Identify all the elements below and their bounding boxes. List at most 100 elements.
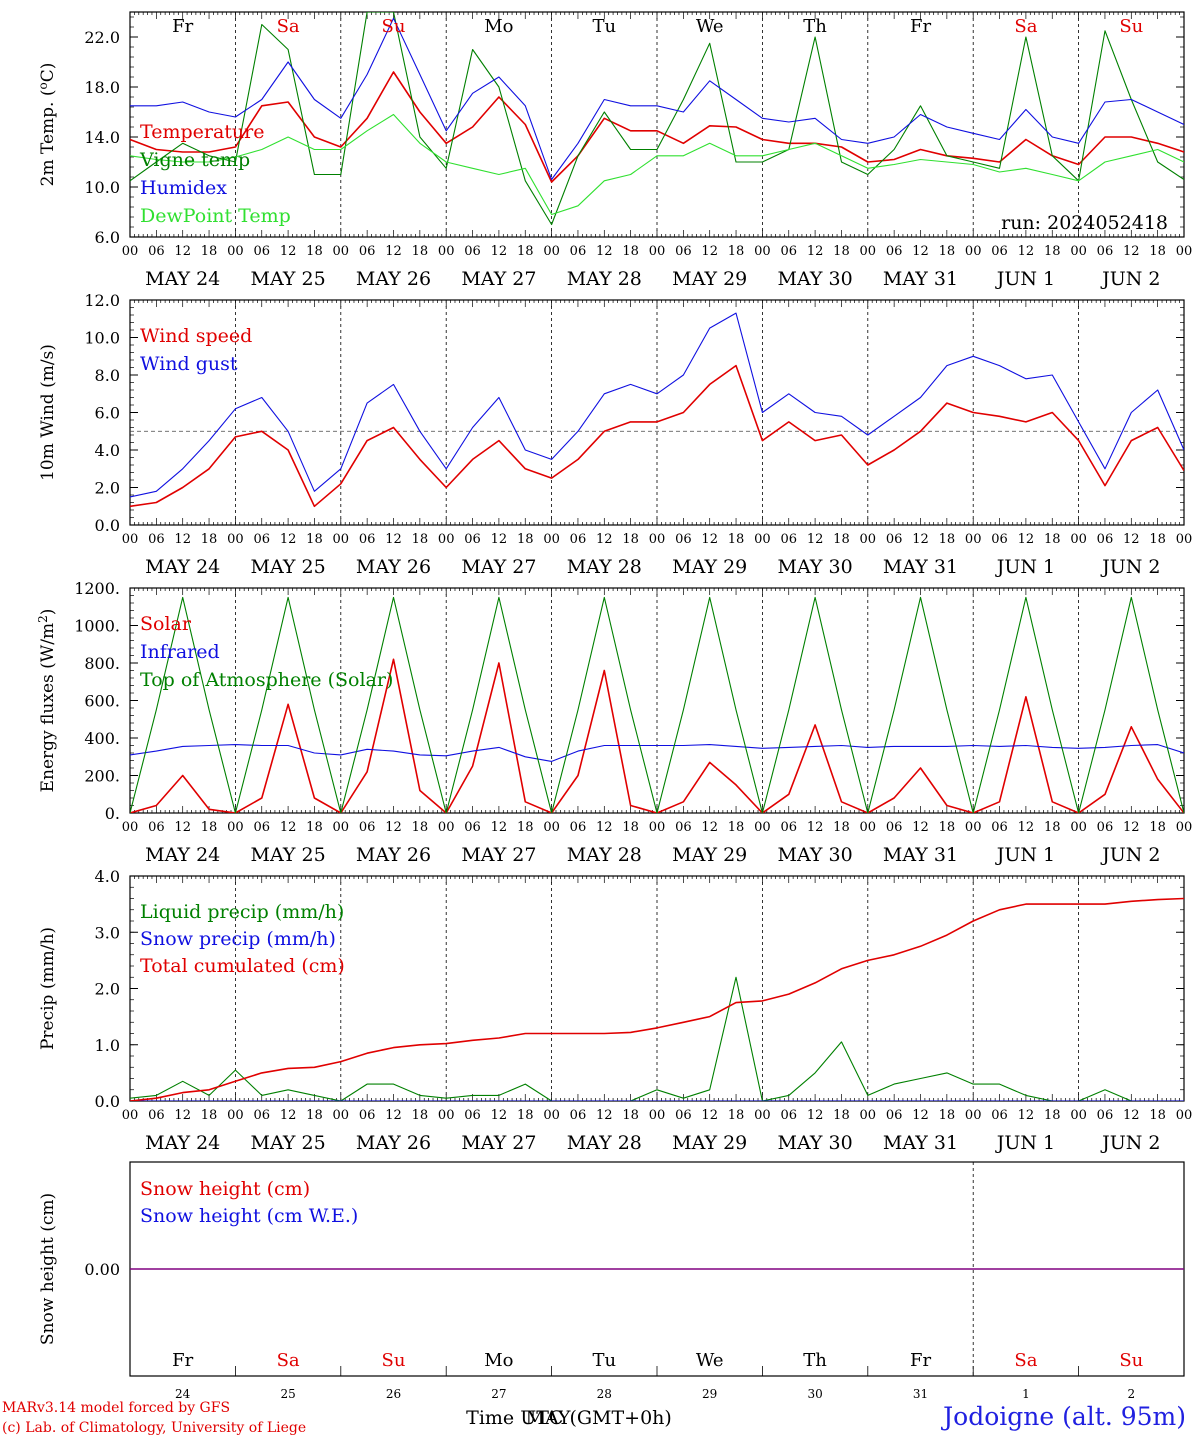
- weekday-label: Sa: [1014, 1350, 1037, 1371]
- y-tick-label: 6.0: [95, 228, 120, 247]
- weekday-label: Mo: [484, 16, 513, 37]
- date-label: MAY 31: [883, 268, 958, 290]
- y-tick-label: 4.0: [95, 867, 120, 886]
- station-name: Jodoigne (alt. 95m): [943, 1402, 1186, 1431]
- hour-label: 12: [280, 532, 297, 547]
- panel-4: 0.0 1.0 2.0 3.0 4.0 Precip (mm/h) Liquid preci…: [38, 867, 1192, 1154]
- hour-label: 06: [570, 820, 587, 835]
- credit-line-model: MARv3.14 model forced by GFS: [2, 1400, 231, 1416]
- date-label: MAY 26: [356, 556, 431, 578]
- weekday-label: Tu: [592, 1350, 616, 1371]
- hour-label: 18: [939, 820, 956, 835]
- date-label: JUN 2: [1100, 844, 1160, 866]
- hour-label: 12: [491, 1108, 508, 1123]
- series-line-total-cumulated-cm-: [130, 897, 1184, 1101]
- hour-label: 18: [939, 1108, 956, 1123]
- hour-label: 00: [333, 1108, 350, 1123]
- y-tick-label: 14.0: [84, 128, 120, 147]
- hour-label: 12: [1123, 532, 1140, 547]
- hour-label: 06: [780, 1108, 797, 1123]
- hour-label: 00: [1070, 244, 1087, 259]
- legend-entry: Humidex: [140, 177, 227, 199]
- hour-label: 18: [1044, 244, 1061, 259]
- hour-label: 18: [306, 1108, 323, 1123]
- date-label: MAY 26: [356, 1132, 431, 1154]
- hour-label: 06: [570, 1108, 587, 1123]
- hour-label: 00: [1176, 820, 1193, 835]
- weekday-label: Su: [1119, 16, 1143, 37]
- y-axis-title: 2m Temp. (oC): [36, 63, 58, 187]
- hour-label: 06: [991, 820, 1008, 835]
- hour-label: 18: [622, 1108, 639, 1123]
- y-tick-label: 400.: [84, 729, 120, 748]
- hour-label: 00: [227, 244, 244, 259]
- hour-label: 18: [728, 820, 745, 835]
- weekday-label: Th: [803, 16, 827, 37]
- hour-label: 18: [1149, 1108, 1166, 1123]
- hour-label: 06: [464, 820, 481, 835]
- hour-label: 06: [464, 532, 481, 547]
- legend-entry: Wind speed: [140, 325, 252, 347]
- hour-label: 12: [596, 244, 613, 259]
- hour-label: 00: [1070, 1108, 1087, 1123]
- hour-label: 00: [860, 532, 877, 547]
- date-label: MAY 28: [567, 268, 642, 290]
- hour-label: 18: [201, 1108, 218, 1123]
- hour-label: 12: [596, 532, 613, 547]
- legend-entry: Vigne temp: [139, 149, 250, 171]
- hour-label: 12: [174, 532, 191, 547]
- weekday-label: We: [696, 1350, 724, 1371]
- date-label: MAY 29: [672, 556, 747, 578]
- y-tick-label: 800.: [84, 654, 120, 673]
- legend-entry: Snow height (cm W.E.): [140, 1205, 358, 1227]
- hour-label: 12: [1018, 244, 1035, 259]
- date-label: MAY 25: [251, 844, 326, 866]
- hour-label: 00: [227, 820, 244, 835]
- plot-frame: [129, 299, 1185, 526]
- hour-label: 12: [596, 820, 613, 835]
- hour-label: 12: [280, 820, 297, 835]
- hour-label: 06: [148, 244, 165, 259]
- hour-label: 06: [570, 532, 587, 547]
- weekday-label: Tu: [592, 16, 616, 37]
- weekday-label: Sa: [1014, 16, 1037, 37]
- hour-label: 06: [359, 1108, 376, 1123]
- date-label: MAY 24: [145, 268, 220, 290]
- date-label: MAY 26: [356, 268, 431, 290]
- hour-label: 00: [649, 820, 666, 835]
- hour-label: 12: [912, 820, 929, 835]
- date-label: MAY 30: [778, 844, 853, 866]
- hour-label: 18: [201, 820, 218, 835]
- date-label: MAY 30: [778, 268, 853, 290]
- hour-label: 06: [675, 820, 692, 835]
- hour-label: 00: [122, 532, 139, 547]
- hour-label: 18: [517, 820, 534, 835]
- hour-label: 12: [385, 532, 402, 547]
- hour-label: 00: [860, 820, 877, 835]
- y-tick-label: 22.0: [84, 28, 120, 47]
- date-label: MAY 27: [461, 1132, 536, 1154]
- y-tick-label: 2.0: [95, 479, 120, 498]
- y-tick-label: 0.: [105, 804, 120, 823]
- hour-label: 12: [807, 1108, 824, 1123]
- y-tick-label: 2.0: [95, 980, 120, 999]
- hour-label: 00: [543, 820, 560, 835]
- panel-1: 6.0 10.0 14.0 18.0 22.0 2m Temp. (oC) Temperat…: [36, 11, 1192, 290]
- y-axis-title: Snow height (cm): [38, 1193, 58, 1345]
- date-label: JUN 2: [1100, 268, 1160, 290]
- hour-label: 06: [1097, 1108, 1114, 1123]
- day-number-label: 26: [386, 1387, 401, 1401]
- hour-label: 00: [965, 244, 982, 259]
- hour-label: 12: [385, 820, 402, 835]
- hour-label: 18: [201, 244, 218, 259]
- hour-label: 00: [754, 820, 771, 835]
- hour-label: 18: [833, 1108, 850, 1123]
- date-label: MAY 29: [672, 1132, 747, 1154]
- hour-label: 06: [1097, 532, 1114, 547]
- weekday-label: Fr: [172, 16, 193, 37]
- weekday-label: Fr: [910, 16, 931, 37]
- hour-label: 06: [253, 1108, 270, 1123]
- date-label: MAY 28: [567, 844, 642, 866]
- hour-label: 06: [464, 1108, 481, 1123]
